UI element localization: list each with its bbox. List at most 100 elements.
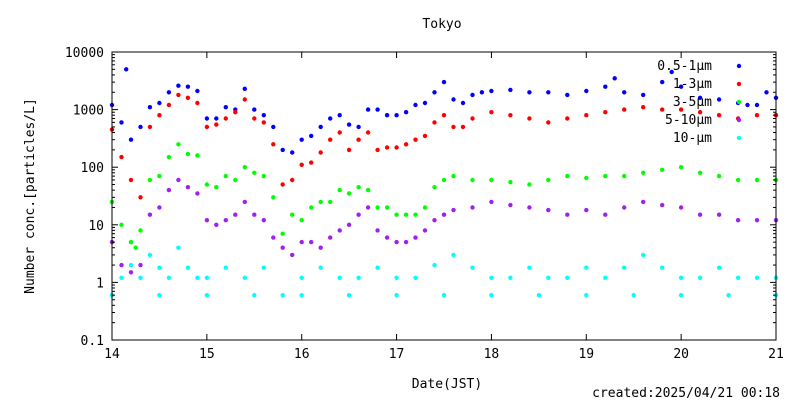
data-point <box>754 275 760 280</box>
data-point <box>138 262 143 268</box>
data-point <box>214 185 219 190</box>
data-point <box>176 245 181 250</box>
data-point <box>157 113 162 118</box>
series-group <box>109 67 779 155</box>
data-point <box>422 100 428 106</box>
data-point <box>716 97 722 102</box>
data-point <box>394 293 399 298</box>
data-point <box>138 228 143 233</box>
data-point <box>432 90 437 95</box>
data-point <box>299 162 304 167</box>
data-point <box>735 275 741 280</box>
data-point <box>223 173 228 179</box>
data-point <box>195 88 200 94</box>
data-point <box>176 83 181 88</box>
data-point <box>384 113 390 118</box>
data-point <box>422 228 428 233</box>
data-point <box>337 113 342 118</box>
data-point <box>754 177 760 183</box>
data-point <box>346 122 352 127</box>
data-point <box>185 265 191 270</box>
data-point <box>451 173 456 179</box>
data-point <box>280 182 285 187</box>
data-point <box>612 76 617 81</box>
data-point <box>546 90 551 95</box>
x-tick-label: 16 <box>294 347 310 362</box>
data-point <box>299 137 304 142</box>
data-point <box>641 199 646 205</box>
data-point <box>394 145 399 150</box>
data-point <box>641 170 646 175</box>
data-point <box>375 265 380 270</box>
data-point <box>413 212 418 217</box>
data-point <box>460 124 466 130</box>
data-point <box>584 207 589 213</box>
series-group <box>109 293 779 298</box>
legend-label: 3-5μm <box>673 95 712 110</box>
data-point <box>678 165 684 170</box>
data-point <box>384 205 390 210</box>
data-point <box>365 107 371 112</box>
data-point <box>441 113 447 118</box>
data-point <box>147 177 153 183</box>
data-point <box>375 228 380 233</box>
data-point <box>451 97 456 102</box>
data-point <box>128 177 134 183</box>
data-point <box>280 245 285 250</box>
series-group <box>109 177 779 275</box>
data-point <box>745 102 750 108</box>
data-point <box>309 160 314 165</box>
data-point <box>318 199 323 205</box>
data-point <box>356 185 361 190</box>
data-point <box>565 212 570 217</box>
data-point <box>214 222 219 227</box>
data-point <box>242 86 247 92</box>
data-point <box>290 150 295 155</box>
data-point <box>128 262 134 268</box>
legend-label: 10-μm <box>673 131 712 146</box>
data-point <box>460 100 466 106</box>
data-point <box>603 110 608 115</box>
y-tick-label: 10000 <box>65 46 104 61</box>
data-point <box>622 90 627 95</box>
chart-title: Tokyo <box>422 17 461 32</box>
data-point <box>546 177 551 183</box>
data-point <box>346 191 352 196</box>
data-point <box>660 167 665 172</box>
data-point <box>546 120 551 125</box>
data-point <box>384 145 390 150</box>
data-point <box>451 124 456 130</box>
data-point <box>185 151 191 157</box>
data-point <box>375 107 380 112</box>
data-point <box>735 177 741 183</box>
data-point <box>489 199 494 205</box>
data-point <box>185 95 191 101</box>
data-point <box>403 110 409 115</box>
legend-label: 5-10μm <box>665 113 712 128</box>
data-point <box>204 124 210 130</box>
data-point <box>479 90 485 95</box>
data-point <box>565 173 570 179</box>
data-point <box>384 235 390 240</box>
legend-marker <box>736 99 742 105</box>
data-point <box>641 92 646 98</box>
x-tick-label: 15 <box>199 347 215 362</box>
data-point <box>678 275 684 280</box>
data-point <box>290 212 295 217</box>
data-point <box>622 173 627 179</box>
data-point <box>328 137 333 142</box>
data-point <box>242 97 247 102</box>
data-point <box>337 187 342 193</box>
data-point <box>403 212 409 217</box>
data-point <box>508 275 513 280</box>
y-tick-label: 1000 <box>73 104 104 119</box>
data-point <box>365 187 371 193</box>
series-group <box>109 92 779 200</box>
data-point <box>565 116 570 121</box>
data-point <box>195 191 200 196</box>
data-point <box>536 293 542 298</box>
data-point <box>356 137 361 142</box>
data-point <box>697 275 703 280</box>
data-point <box>128 137 134 142</box>
